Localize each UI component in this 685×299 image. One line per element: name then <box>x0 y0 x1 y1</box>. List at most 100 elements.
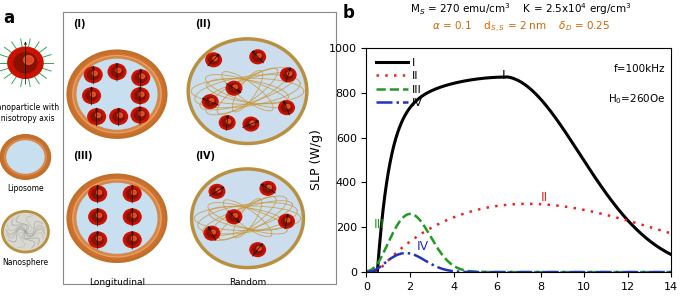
Text: Nanoparticle with
anisotropy axis: Nanoparticle with anisotropy axis <box>0 103 60 123</box>
Text: I: I <box>501 69 505 82</box>
IV <box>393 253 401 257</box>
Circle shape <box>213 57 217 60</box>
I <box>572 147 580 150</box>
Circle shape <box>75 181 160 256</box>
II <box>362 270 371 274</box>
Circle shape <box>209 184 225 198</box>
Line: III: III <box>366 214 671 272</box>
Text: IV: IV <box>416 240 429 253</box>
Circle shape <box>280 68 296 82</box>
Circle shape <box>116 68 121 73</box>
Circle shape <box>222 118 232 127</box>
Circle shape <box>108 64 126 80</box>
Circle shape <box>89 209 106 225</box>
Circle shape <box>92 212 103 222</box>
Circle shape <box>206 97 215 106</box>
Circle shape <box>97 236 101 241</box>
Circle shape <box>210 98 214 102</box>
Line: IV: IV <box>366 253 671 272</box>
Text: b: b <box>342 4 354 22</box>
Circle shape <box>88 109 105 124</box>
Circle shape <box>188 39 307 144</box>
Circle shape <box>211 230 216 234</box>
Circle shape <box>75 57 160 132</box>
Circle shape <box>282 103 292 112</box>
Circle shape <box>8 47 43 78</box>
Circle shape <box>113 112 125 122</box>
Circle shape <box>226 210 242 224</box>
III <box>362 269 371 273</box>
Circle shape <box>132 190 136 195</box>
Circle shape <box>192 169 303 268</box>
Circle shape <box>216 188 221 192</box>
Circle shape <box>250 243 266 257</box>
III <box>497 270 505 274</box>
Circle shape <box>132 213 136 218</box>
Circle shape <box>83 88 101 103</box>
IV <box>572 270 580 274</box>
Circle shape <box>279 101 295 115</box>
Circle shape <box>260 181 275 195</box>
II <box>393 250 401 254</box>
Circle shape <box>135 73 147 83</box>
Circle shape <box>243 117 259 131</box>
IV <box>362 270 371 274</box>
Legend: I, II, III, IV: I, II, III, IV <box>372 54 427 112</box>
III <box>393 223 401 226</box>
Text: (II): (II) <box>195 19 211 29</box>
Y-axis label: SLP (W/g): SLP (W/g) <box>310 129 323 190</box>
Circle shape <box>219 116 235 129</box>
X-axis label: $\sigma_0$: $\sigma_0$ <box>511 298 527 299</box>
Text: Nanosphere: Nanosphere <box>2 258 49 267</box>
Circle shape <box>132 236 136 241</box>
I <box>600 189 608 193</box>
Circle shape <box>253 245 263 254</box>
Text: Longitudinal: Longitudinal <box>89 278 145 287</box>
Circle shape <box>250 121 255 125</box>
I <box>667 253 675 257</box>
Circle shape <box>127 235 138 245</box>
Circle shape <box>14 53 37 73</box>
Text: $\alpha$ = 0.1    d$_{S,S}$ = 2 nm    $\delta_D$ = 0.25: $\alpha$ = 0.1 d$_{S,S}$ = 2 nm $\delta_… <box>432 19 610 35</box>
Circle shape <box>267 185 271 189</box>
IV <box>600 270 608 274</box>
Circle shape <box>139 92 144 97</box>
Circle shape <box>84 67 102 83</box>
Circle shape <box>288 71 292 75</box>
Circle shape <box>127 212 138 222</box>
Circle shape <box>227 119 231 123</box>
IV <box>667 270 675 274</box>
Circle shape <box>204 226 220 240</box>
I <box>362 270 371 274</box>
Circle shape <box>89 232 106 248</box>
Text: (I): (I) <box>73 19 86 29</box>
Circle shape <box>282 217 292 226</box>
Circle shape <box>250 50 266 64</box>
Circle shape <box>286 218 290 222</box>
Circle shape <box>208 55 219 64</box>
Circle shape <box>86 91 97 101</box>
III <box>606 270 614 274</box>
Text: f=100kHz: f=100kHz <box>614 64 665 74</box>
I <box>486 76 494 80</box>
Circle shape <box>123 232 141 248</box>
IV <box>401 251 410 255</box>
IV <box>606 270 614 274</box>
Circle shape <box>91 112 102 122</box>
III <box>486 270 494 274</box>
Text: H$_0$=260Oe: H$_0$=260Oe <box>608 93 665 106</box>
Circle shape <box>212 187 222 196</box>
Circle shape <box>88 70 99 80</box>
I <box>606 197 614 200</box>
Circle shape <box>4 138 47 176</box>
I <box>503 75 512 79</box>
II <box>486 205 494 209</box>
III <box>600 270 608 274</box>
Circle shape <box>97 190 101 195</box>
Circle shape <box>110 109 127 124</box>
Circle shape <box>96 113 101 118</box>
Circle shape <box>203 95 218 109</box>
Circle shape <box>246 120 256 129</box>
Circle shape <box>257 54 261 57</box>
IV <box>497 270 505 274</box>
